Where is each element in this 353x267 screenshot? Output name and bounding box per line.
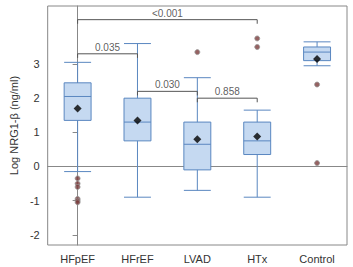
svg-text:Control: Control (299, 253, 334, 265)
svg-text:0.858: 0.858 (215, 86, 240, 97)
svg-text:0.035: 0.035 (95, 42, 120, 53)
svg-text:0.030: 0.030 (155, 79, 180, 90)
svg-text:3: 3 (34, 58, 40, 70)
svg-text:1: 1 (34, 126, 40, 138)
svg-text:HTx: HTx (247, 253, 268, 265)
svg-text:2: 2 (34, 92, 40, 104)
svg-text:0: 0 (34, 160, 40, 172)
svg-text:HFrEF: HFrEF (121, 253, 154, 265)
svg-text:Log NRG1-β (ng/ml): Log NRG1-β (ng/ml) (8, 76, 20, 175)
svg-text:LVAD: LVAD (184, 253, 211, 265)
svg-text:-1: -1 (30, 195, 40, 207)
svg-text:<0.001: <0.001 (152, 8, 183, 19)
svg-text:HFpEF: HFpEF (60, 253, 95, 265)
svg-text:-2: -2 (30, 229, 40, 241)
